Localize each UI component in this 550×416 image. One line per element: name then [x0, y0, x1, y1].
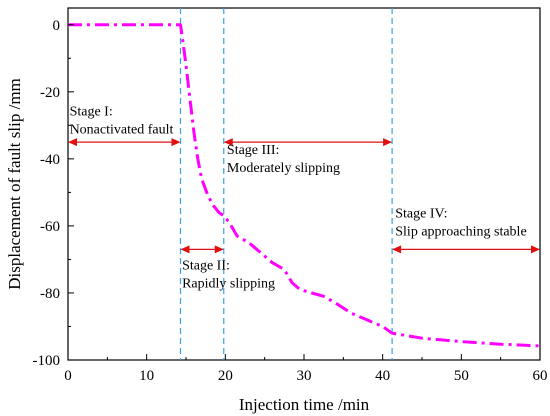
y-tick-label: -40	[40, 152, 60, 168]
stage-annotation-line: Stage II:	[182, 258, 230, 273]
y-tick-label: -100	[33, 353, 61, 369]
x-tick-label: 0	[64, 368, 72, 384]
x-tick-label: 50	[454, 368, 469, 384]
stage-range-arrow	[223, 138, 393, 147]
series-line	[68, 23, 541, 348]
series-layer	[68, 23, 541, 348]
stage-boundary-lines	[179, 8, 393, 360]
x-tick-label: 40	[375, 368, 390, 384]
axis-ticks: 0 10 20 30 40 50 60 0 -20 -40 -60 -80 -100	[33, 18, 548, 384]
stage-annotation: Stage III: Moderately slipping	[227, 143, 340, 176]
x-tick-label: 20	[218, 368, 233, 384]
stage-annotation-line: Moderately slipping	[227, 161, 340, 176]
y-tick-label: 0	[53, 18, 61, 34]
stage-arrows	[68, 138, 540, 254]
stage-annotation: Stage IV: Slip approaching stable	[395, 207, 526, 240]
stage-annotations: Stage I: Nonactivated fault Stage II: Rapid…	[70, 104, 527, 291]
stage-range-arrow	[68, 138, 181, 147]
stage-annotation-line: Nonactivated fault	[70, 122, 174, 137]
y-axis-label: Displacement of fault slip /mm	[5, 78, 24, 290]
stage-annotation-line: Rapidly slipping	[182, 276, 275, 291]
y-tick-label: -20	[40, 85, 60, 101]
x-axis-label: Injection time /min	[239, 395, 370, 414]
stage-range-arrow	[392, 245, 540, 254]
stage-annotation: Stage II: Rapidly slipping	[182, 258, 275, 291]
x-tick-label: 10	[139, 368, 154, 384]
stage-annotation-line: Slip approaching stable	[395, 225, 526, 240]
stage-annotation: Stage I: Nonactivated fault	[70, 104, 174, 137]
stage-annotation-line: Stage I:	[70, 104, 113, 119]
x-tick-label: 60	[533, 368, 548, 384]
y-tick-label: -80	[40, 286, 60, 302]
stage-annotation-line: Stage IV:	[395, 207, 447, 222]
plot-frame	[67, 7, 541, 361]
stage-annotation-line: Stage III:	[227, 143, 279, 158]
x-tick-label: 30	[297, 368, 312, 384]
stage-range-arrow	[180, 245, 224, 254]
y-tick-label: -60	[40, 219, 60, 235]
